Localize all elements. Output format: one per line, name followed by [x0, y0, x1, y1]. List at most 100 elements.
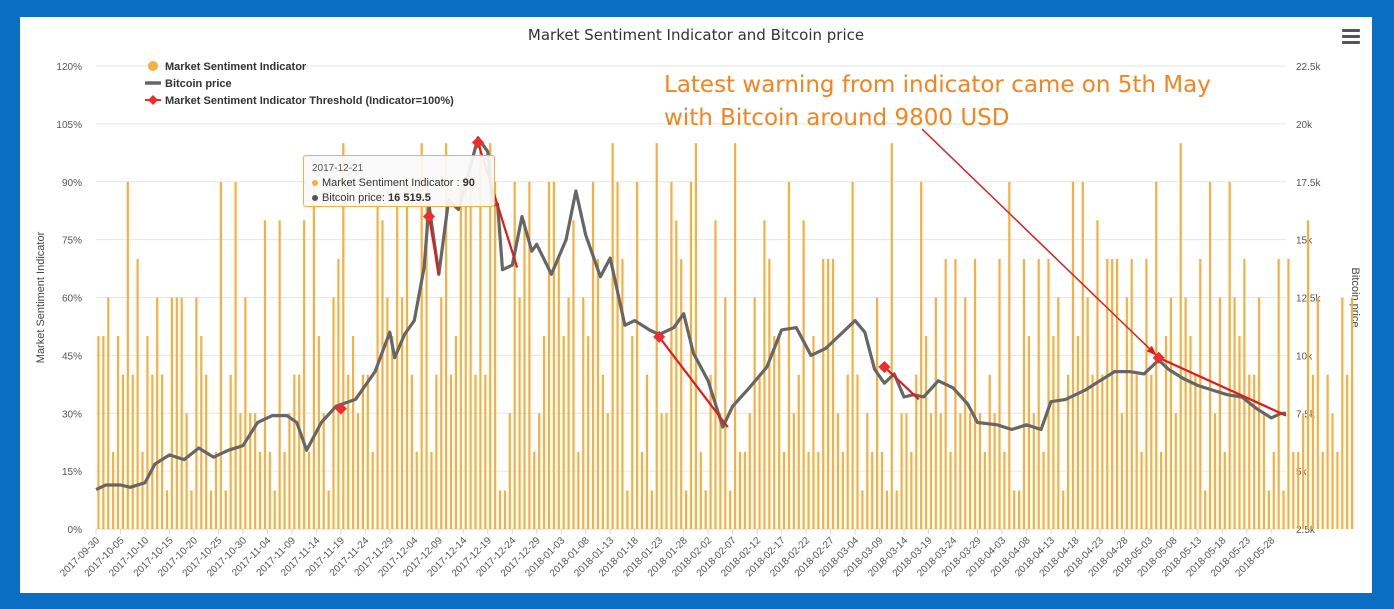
menu-icon[interactable] — [1342, 29, 1360, 45]
indicator-bar — [430, 451, 433, 529]
indicator-bar — [626, 490, 629, 529]
indicator-bar — [479, 143, 482, 530]
indicator-bar — [224, 490, 227, 529]
indicator-bar — [533, 451, 536, 529]
indicator-bar — [170, 297, 173, 529]
indicator-bar — [915, 374, 918, 529]
y-left-tick-label: 0% — [68, 525, 83, 536]
indicator-bar — [489, 143, 492, 530]
indicator-bar — [449, 374, 453, 529]
indicator-bar — [1228, 181, 1231, 529]
indicator-bar — [1164, 336, 1168, 529]
y-right-axis-title: Bitcoin price — [1349, 268, 1361, 328]
indicator-bar — [596, 258, 600, 529]
indicator-bar — [807, 451, 810, 529]
tooltip-indicator-value: 90 — [462, 177, 475, 189]
indicator-bar — [464, 181, 467, 529]
indicator-bar — [136, 258, 139, 529]
indicator-bar — [719, 413, 722, 529]
indicator-bar — [905, 413, 908, 529]
indicator-bar — [1115, 258, 1119, 529]
indicator-bar — [1184, 297, 1187, 529]
indicator-bar — [303, 220, 306, 529]
indicator-bar — [317, 336, 320, 529]
chart-frame: Market Sentiment Indicator and Bitcoin p… — [20, 17, 1372, 593]
indicator-bar — [1326, 374, 1329, 529]
indicator-bar — [322, 413, 325, 529]
indicator-bar — [1233, 297, 1236, 529]
indicator-bar — [631, 336, 634, 529]
indicator-bar — [180, 297, 183, 529]
indicator-bar — [616, 181, 619, 529]
indicator-bar — [964, 297, 967, 529]
indicator-bar — [1091, 374, 1094, 529]
indicator-bar — [802, 220, 805, 529]
indicator-bar — [1076, 336, 1079, 529]
indicator-bar — [1243, 258, 1246, 529]
tooltip-price-value: 16 519.5 — [388, 192, 431, 204]
indicator-bar — [1160, 451, 1163, 529]
indicator-bar — [665, 413, 668, 529]
indicator-bar — [670, 181, 673, 529]
indicator-bar — [1238, 336, 1241, 529]
indicator-bar — [1351, 297, 1354, 529]
indicator-bar — [420, 143, 423, 530]
indicator-bar — [978, 413, 982, 529]
y-right-tick-label: 2.5k — [1296, 525, 1316, 536]
indicator-bar — [131, 374, 134, 529]
indicator-bar — [1262, 413, 1266, 529]
indicator-bar — [342, 143, 345, 530]
indicator-bar — [714, 220, 717, 529]
indicator-bar — [1316, 297, 1319, 529]
indicator-bar — [1169, 297, 1173, 529]
indicator-bar — [366, 374, 369, 529]
indicator-bar — [606, 413, 609, 529]
legend-price-label: Bitcoin price — [165, 78, 232, 90]
indicator-bar — [1208, 181, 1212, 529]
y-right-tick-label: 15k — [1296, 236, 1313, 247]
legend-indicator-symbol — [148, 61, 158, 71]
legend-threshold-label: Market Sentiment Indicator Threshold (In… — [165, 95, 454, 107]
indicator-bar — [969, 413, 972, 529]
indicator-bar — [1018, 490, 1021, 529]
y-right-tick-label: 7.5k — [1296, 409, 1316, 420]
indicator-bar — [552, 181, 555, 529]
indicator-bar — [244, 297, 247, 529]
indicator-bar — [195, 297, 198, 529]
indicator-bar — [165, 490, 169, 529]
indicator-bar — [484, 374, 487, 529]
y-left-tick-label: 105% — [56, 120, 82, 131]
indicator-bar — [1062, 490, 1065, 529]
indicator-bar — [112, 451, 115, 529]
indicator-bar — [636, 181, 639, 529]
indicator-bar — [871, 451, 874, 529]
indicator-bar — [851, 181, 854, 529]
indicator-bar — [190, 490, 193, 529]
indicator-bar — [141, 451, 144, 529]
indicator-bar — [1081, 181, 1084, 529]
indicator-bar — [508, 413, 511, 529]
indicator-bar — [572, 220, 575, 529]
indicator-bar — [650, 490, 653, 529]
indicator-bar — [1057, 297, 1060, 529]
indicator-bar — [733, 143, 737, 530]
indicator-bar — [498, 490, 502, 529]
indicator-bar — [1042, 451, 1045, 529]
y-left-tick-label: 60% — [62, 294, 82, 305]
indicator-bar — [778, 336, 781, 529]
indicator-bar — [1032, 413, 1035, 529]
indicator-bar — [121, 374, 125, 529]
indicator-bar — [1130, 258, 1133, 529]
indicator-bar — [513, 181, 516, 529]
indicator-bar — [1008, 181, 1011, 529]
indicator-bar — [298, 374, 301, 529]
y-left-tick-label: 45% — [62, 351, 82, 362]
indicator-bar — [954, 258, 957, 529]
indicator-bar — [640, 451, 644, 529]
indicator-bar — [846, 374, 849, 529]
warning-arrow — [427, 216, 440, 275]
indicator-bar — [97, 336, 100, 529]
indicator-bar — [680, 258, 683, 529]
indicator-bar — [332, 297, 335, 529]
indicator-bar — [1218, 297, 1221, 529]
